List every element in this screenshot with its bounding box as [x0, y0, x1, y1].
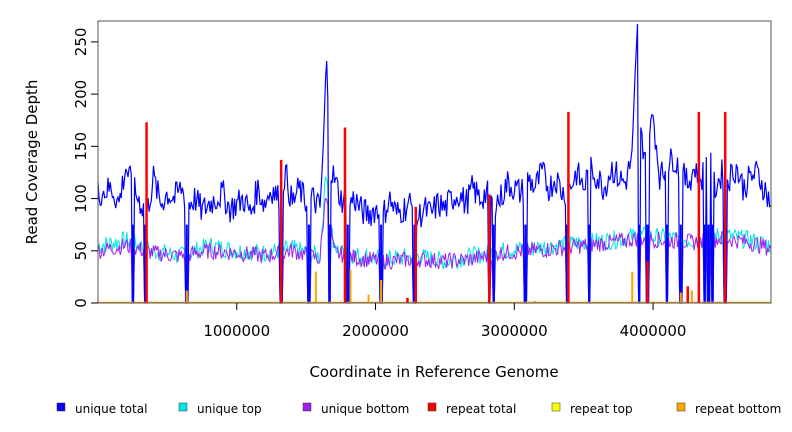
x-axis-title: Coordinate in Reference Genome — [309, 363, 558, 381]
legend: unique total unique top unique bottom repea… — [56, 402, 781, 416]
legend-swatch — [178, 402, 188, 412]
legend-label: unique bottom — [321, 402, 409, 416]
x-tick-label: 4000000 — [620, 322, 687, 340]
x-axis: 1000000 2000000 3000000 4000000 — [203, 303, 686, 340]
legend-label: repeat bottom — [695, 402, 781, 416]
legend-item-repeat-bottom: repeat bottom — [676, 402, 781, 416]
y-tick-label: 100 — [72, 184, 90, 213]
legend-item-unique-total: unique total — [56, 402, 147, 416]
y-tick-label: 50 — [72, 241, 90, 260]
legend-swatch — [551, 402, 561, 412]
legend-label: unique total — [75, 402, 147, 416]
plot-frame — [97, 20, 772, 304]
y-tick-label: 250 — [72, 28, 90, 57]
legend-swatch — [56, 402, 66, 412]
legend-item-unique-bottom: unique bottom — [302, 402, 409, 416]
legend-label: repeat total — [446, 402, 516, 416]
legend-item-repeat-total: repeat total — [427, 402, 516, 416]
y-tick-label: 200 — [72, 80, 90, 109]
y-tick-label: 150 — [72, 132, 90, 161]
legend-swatch — [427, 402, 437, 412]
legend-label: repeat top — [570, 402, 633, 416]
series-line-unique-total — [97, 24, 772, 304]
series-line-unique-bottom — [97, 197, 772, 304]
y-axis: 0 50 100 150 200 250 — [72, 28, 98, 308]
y-axis-title: Read Coverage Depth — [23, 80, 41, 245]
legend-label: unique top — [197, 402, 262, 416]
legend-swatch — [302, 402, 312, 412]
y-tick-label: 0 — [72, 298, 90, 308]
x-tick-label: 3000000 — [481, 322, 548, 340]
x-tick-label: 1000000 — [203, 322, 270, 340]
legend-swatch — [676, 402, 686, 412]
legend-item-repeat-top: repeat top — [551, 402, 633, 416]
x-tick-label: 2000000 — [342, 322, 409, 340]
legend-item-unique-top: unique top — [178, 402, 262, 416]
series-line-unique-top — [97, 176, 771, 304]
